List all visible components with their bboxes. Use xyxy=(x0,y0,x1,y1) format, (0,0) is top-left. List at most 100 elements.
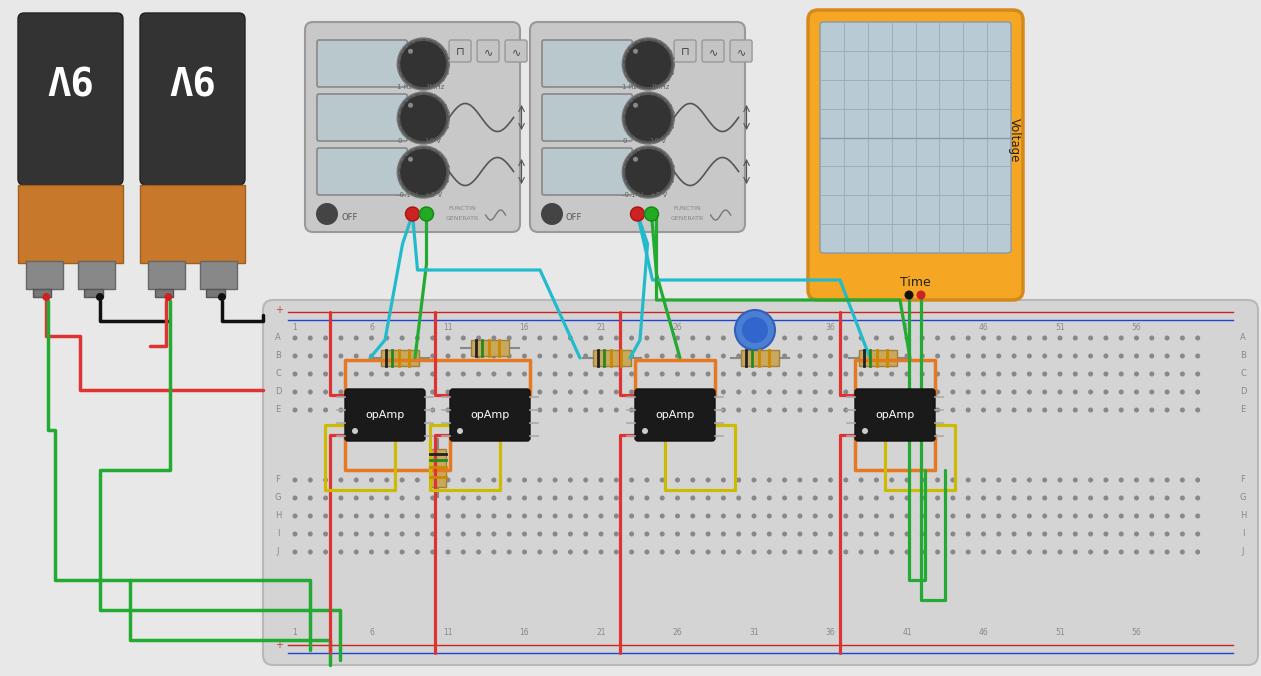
Circle shape xyxy=(1042,408,1047,412)
Circle shape xyxy=(1103,496,1108,500)
Circle shape xyxy=(736,389,741,395)
Circle shape xyxy=(767,496,772,500)
Circle shape xyxy=(1011,408,1016,412)
Circle shape xyxy=(567,389,572,395)
Circle shape xyxy=(752,354,757,358)
Circle shape xyxy=(353,408,358,412)
Circle shape xyxy=(690,408,695,412)
Text: -0.1 V: -0.1 V xyxy=(622,192,643,198)
Circle shape xyxy=(767,477,772,483)
Circle shape xyxy=(353,550,358,554)
Circle shape xyxy=(644,531,649,537)
Circle shape xyxy=(919,354,924,358)
Circle shape xyxy=(1026,514,1031,518)
Circle shape xyxy=(445,335,450,341)
Circle shape xyxy=(721,531,726,537)
Text: 26: 26 xyxy=(672,323,682,332)
Circle shape xyxy=(889,354,894,358)
Circle shape xyxy=(675,389,680,395)
Circle shape xyxy=(537,550,542,554)
Circle shape xyxy=(644,496,649,500)
Circle shape xyxy=(1195,335,1200,341)
Circle shape xyxy=(1073,550,1078,554)
Circle shape xyxy=(445,372,450,377)
Circle shape xyxy=(599,335,604,341)
Circle shape xyxy=(369,550,375,554)
Text: 6: 6 xyxy=(369,323,375,332)
Circle shape xyxy=(1058,550,1063,554)
Circle shape xyxy=(981,389,986,395)
Circle shape xyxy=(706,531,711,537)
Circle shape xyxy=(936,496,941,500)
Circle shape xyxy=(660,354,665,358)
Circle shape xyxy=(477,496,482,500)
Circle shape xyxy=(400,149,446,195)
Circle shape xyxy=(1149,335,1154,341)
Circle shape xyxy=(859,550,864,554)
Circle shape xyxy=(567,354,572,358)
Circle shape xyxy=(1119,550,1124,554)
Circle shape xyxy=(936,335,941,341)
Text: C: C xyxy=(275,370,281,379)
Circle shape xyxy=(675,514,680,518)
Circle shape xyxy=(1058,496,1063,500)
Circle shape xyxy=(904,354,909,358)
Circle shape xyxy=(736,514,741,518)
Text: GENERATR: GENERATR xyxy=(671,216,704,221)
Circle shape xyxy=(583,354,588,358)
FancyBboxPatch shape xyxy=(305,22,520,232)
Circle shape xyxy=(460,354,465,358)
Circle shape xyxy=(308,372,313,377)
Circle shape xyxy=(293,408,298,412)
Circle shape xyxy=(1165,531,1170,537)
Circle shape xyxy=(583,531,588,537)
Circle shape xyxy=(1195,354,1200,358)
Circle shape xyxy=(1088,531,1093,537)
Circle shape xyxy=(752,335,757,341)
Circle shape xyxy=(492,477,497,483)
Bar xyxy=(84,289,102,297)
Bar xyxy=(741,350,779,366)
Circle shape xyxy=(706,389,711,395)
Circle shape xyxy=(415,550,420,554)
Circle shape xyxy=(460,372,465,377)
Circle shape xyxy=(1011,372,1016,377)
Circle shape xyxy=(721,514,726,518)
Circle shape xyxy=(1042,514,1047,518)
Circle shape xyxy=(400,514,405,518)
Text: F: F xyxy=(276,475,280,485)
Circle shape xyxy=(323,496,328,500)
Circle shape xyxy=(583,372,588,377)
Circle shape xyxy=(996,408,1001,412)
Circle shape xyxy=(1103,477,1108,483)
Circle shape xyxy=(981,477,986,483)
Circle shape xyxy=(599,389,604,395)
Circle shape xyxy=(1042,477,1047,483)
Circle shape xyxy=(415,389,420,395)
Circle shape xyxy=(1149,372,1154,377)
Circle shape xyxy=(537,514,542,518)
Circle shape xyxy=(644,550,649,554)
Circle shape xyxy=(859,389,864,395)
Circle shape xyxy=(996,550,1001,554)
Circle shape xyxy=(353,496,358,500)
FancyBboxPatch shape xyxy=(542,94,632,141)
Circle shape xyxy=(844,408,849,412)
Text: 21: 21 xyxy=(596,323,605,332)
Circle shape xyxy=(797,531,802,537)
Circle shape xyxy=(690,531,695,537)
Circle shape xyxy=(492,372,497,377)
Circle shape xyxy=(492,354,497,358)
Circle shape xyxy=(675,372,680,377)
Circle shape xyxy=(293,372,298,377)
Text: G: G xyxy=(1240,493,1246,502)
Circle shape xyxy=(1026,372,1031,377)
Circle shape xyxy=(721,354,726,358)
Circle shape xyxy=(552,408,557,412)
Circle shape xyxy=(1180,531,1185,537)
Text: GENERATR: GENERATR xyxy=(445,216,479,221)
Circle shape xyxy=(308,531,313,537)
Circle shape xyxy=(385,354,390,358)
FancyBboxPatch shape xyxy=(18,13,124,185)
Circle shape xyxy=(625,41,671,87)
